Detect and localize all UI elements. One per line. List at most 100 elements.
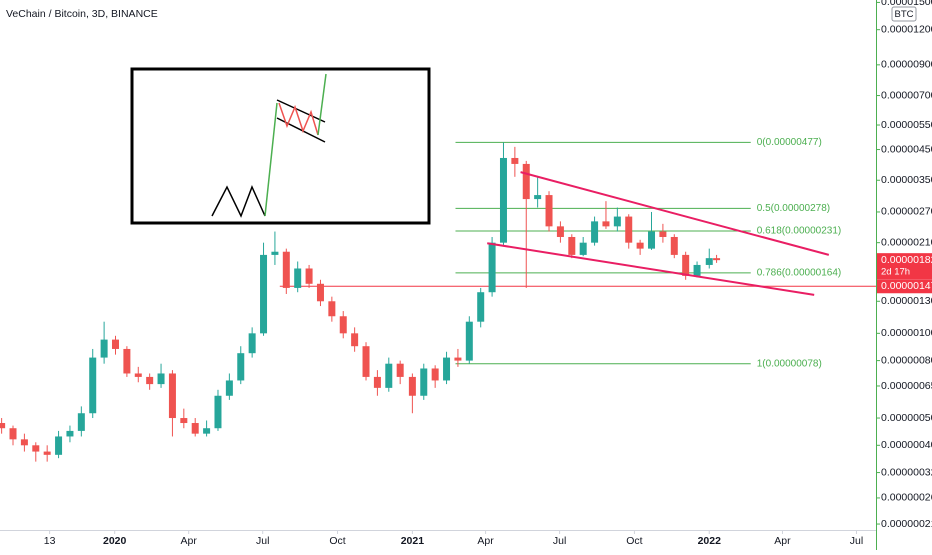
x-tick-label: Jul [553, 535, 566, 547]
candle-body [499, 157, 507, 243]
candle-body [545, 195, 553, 227]
candle-body [180, 418, 188, 424]
x-tick-label: Oct [626, 535, 642, 547]
candle-body [123, 348, 131, 374]
candle-body [271, 251, 279, 255]
candle-body [146, 376, 154, 385]
candle-body [89, 357, 97, 414]
fib-label: 0(0.00000477) [757, 137, 822, 148]
candle-body [191, 423, 199, 434]
candle-body [339, 316, 347, 334]
fib-label: 0.5(0.00000278) [757, 203, 830, 214]
candle-body [568, 236, 576, 255]
candle-body [168, 373, 176, 419]
candle-body [713, 258, 721, 261]
candle-body [396, 363, 404, 377]
candle-body [237, 353, 245, 381]
candle-body [282, 251, 290, 288]
y-tick-label: 0.00000350 [881, 174, 932, 186]
candle-body [443, 357, 451, 381]
y-tick-label: 0.00000900 [881, 59, 932, 71]
candle-body [613, 216, 621, 227]
y-tick-label: 0.00001200 [881, 23, 932, 35]
x-tick-label: 13 [44, 535, 56, 547]
y-tick-label: 0.00000270 [881, 206, 932, 218]
candle-body [670, 236, 678, 255]
y-tick-label: 0.00000050 [881, 412, 932, 424]
inset-breakout [317, 73, 327, 136]
candle-body [488, 242, 496, 293]
x-tick-label: Apr [181, 535, 198, 547]
price-badge-label: 0.00000182 [881, 254, 932, 266]
candle-body [373, 376, 381, 388]
candle-body [43, 451, 51, 455]
y-tick-label: 0.00000026 [881, 492, 932, 504]
candle-body [556, 226, 564, 237]
y-tick-label: 0.00000700 [881, 89, 932, 101]
candle-body [9, 428, 17, 440]
inset-zigzag [211, 185, 266, 218]
candle-body [32, 445, 40, 452]
y-tick-label: 0.00000065 [881, 380, 932, 392]
y-tick-label: 0.00000210 [881, 236, 932, 248]
candle-body [203, 428, 211, 434]
candle-body [55, 436, 63, 455]
inset-pole [264, 102, 278, 217]
y-tick-label: 0.00000040 [881, 439, 932, 451]
candle-body [305, 268, 313, 284]
currency-label: BTC [895, 9, 914, 20]
candle-body [260, 254, 268, 334]
support-badge-label: 0.00000147 [881, 280, 932, 292]
candle-body [420, 368, 428, 396]
price-countdown: 2d 17h [881, 267, 910, 278]
candle-body [591, 221, 599, 243]
y-tick-label: 0.00000080 [881, 354, 932, 366]
candle-body [0, 423, 6, 429]
candle-body [362, 346, 370, 377]
candle-body [511, 157, 519, 164]
x-tick-label: Jul [256, 535, 269, 547]
candle-body [579, 242, 587, 255]
candle-body [157, 373, 165, 385]
x-tick-label: 2020 [103, 535, 127, 547]
candle-body [682, 254, 690, 276]
x-tick-label: Oct [329, 535, 345, 547]
y-tick-label: 0.00000021 [881, 518, 932, 530]
candle-body [659, 231, 667, 237]
fib-label: 0.618(0.00000231) [757, 226, 842, 237]
candle-body [648, 231, 656, 249]
candle-body [77, 413, 85, 431]
candle-body [134, 373, 142, 377]
candle-body [534, 195, 542, 200]
candle-body [66, 430, 74, 437]
candle-body [20, 439, 28, 446]
candle-body [431, 368, 439, 381]
y-tick-label: 0.00000550 [881, 119, 932, 131]
y-tick-label: 0.00000032 [881, 466, 932, 478]
candle-body [100, 339, 108, 358]
candle-body [225, 380, 233, 396]
x-tick-label: 2022 [698, 535, 722, 547]
chart-title: VeChain / Bitcoin, 3D, BINANCE [6, 8, 158, 20]
x-tick-label: Apr [774, 535, 791, 547]
candle-body [522, 163, 530, 200]
candle-body [316, 283, 324, 302]
currency-box [891, 6, 917, 22]
candle-body [705, 258, 713, 265]
candle-body [693, 264, 701, 276]
candle-body [625, 216, 633, 243]
y-tick-label: 0.00000450 [881, 143, 932, 155]
y-tick-label: 0.00001500 [881, 0, 932, 8]
candle-body [294, 268, 302, 288]
price-badge [877, 253, 932, 280]
inset-channel-top [276, 99, 326, 123]
candle-body [465, 321, 473, 361]
candle-body [385, 363, 393, 388]
candle-body [636, 242, 644, 249]
candle-body [408, 376, 416, 396]
inset-flag [278, 102, 319, 136]
candle-body [328, 301, 336, 317]
candle-body [602, 221, 610, 227]
